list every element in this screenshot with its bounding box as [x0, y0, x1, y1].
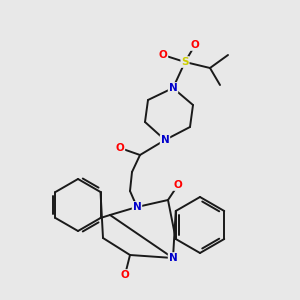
Text: N: N: [169, 83, 177, 93]
Text: O: O: [116, 143, 124, 153]
Text: O: O: [174, 180, 182, 190]
Text: O: O: [121, 270, 129, 280]
Text: S: S: [181, 57, 189, 67]
Text: N: N: [169, 253, 177, 263]
Text: O: O: [159, 50, 167, 60]
Text: N: N: [160, 135, 169, 145]
Text: N: N: [133, 202, 141, 212]
Text: O: O: [190, 40, 200, 50]
